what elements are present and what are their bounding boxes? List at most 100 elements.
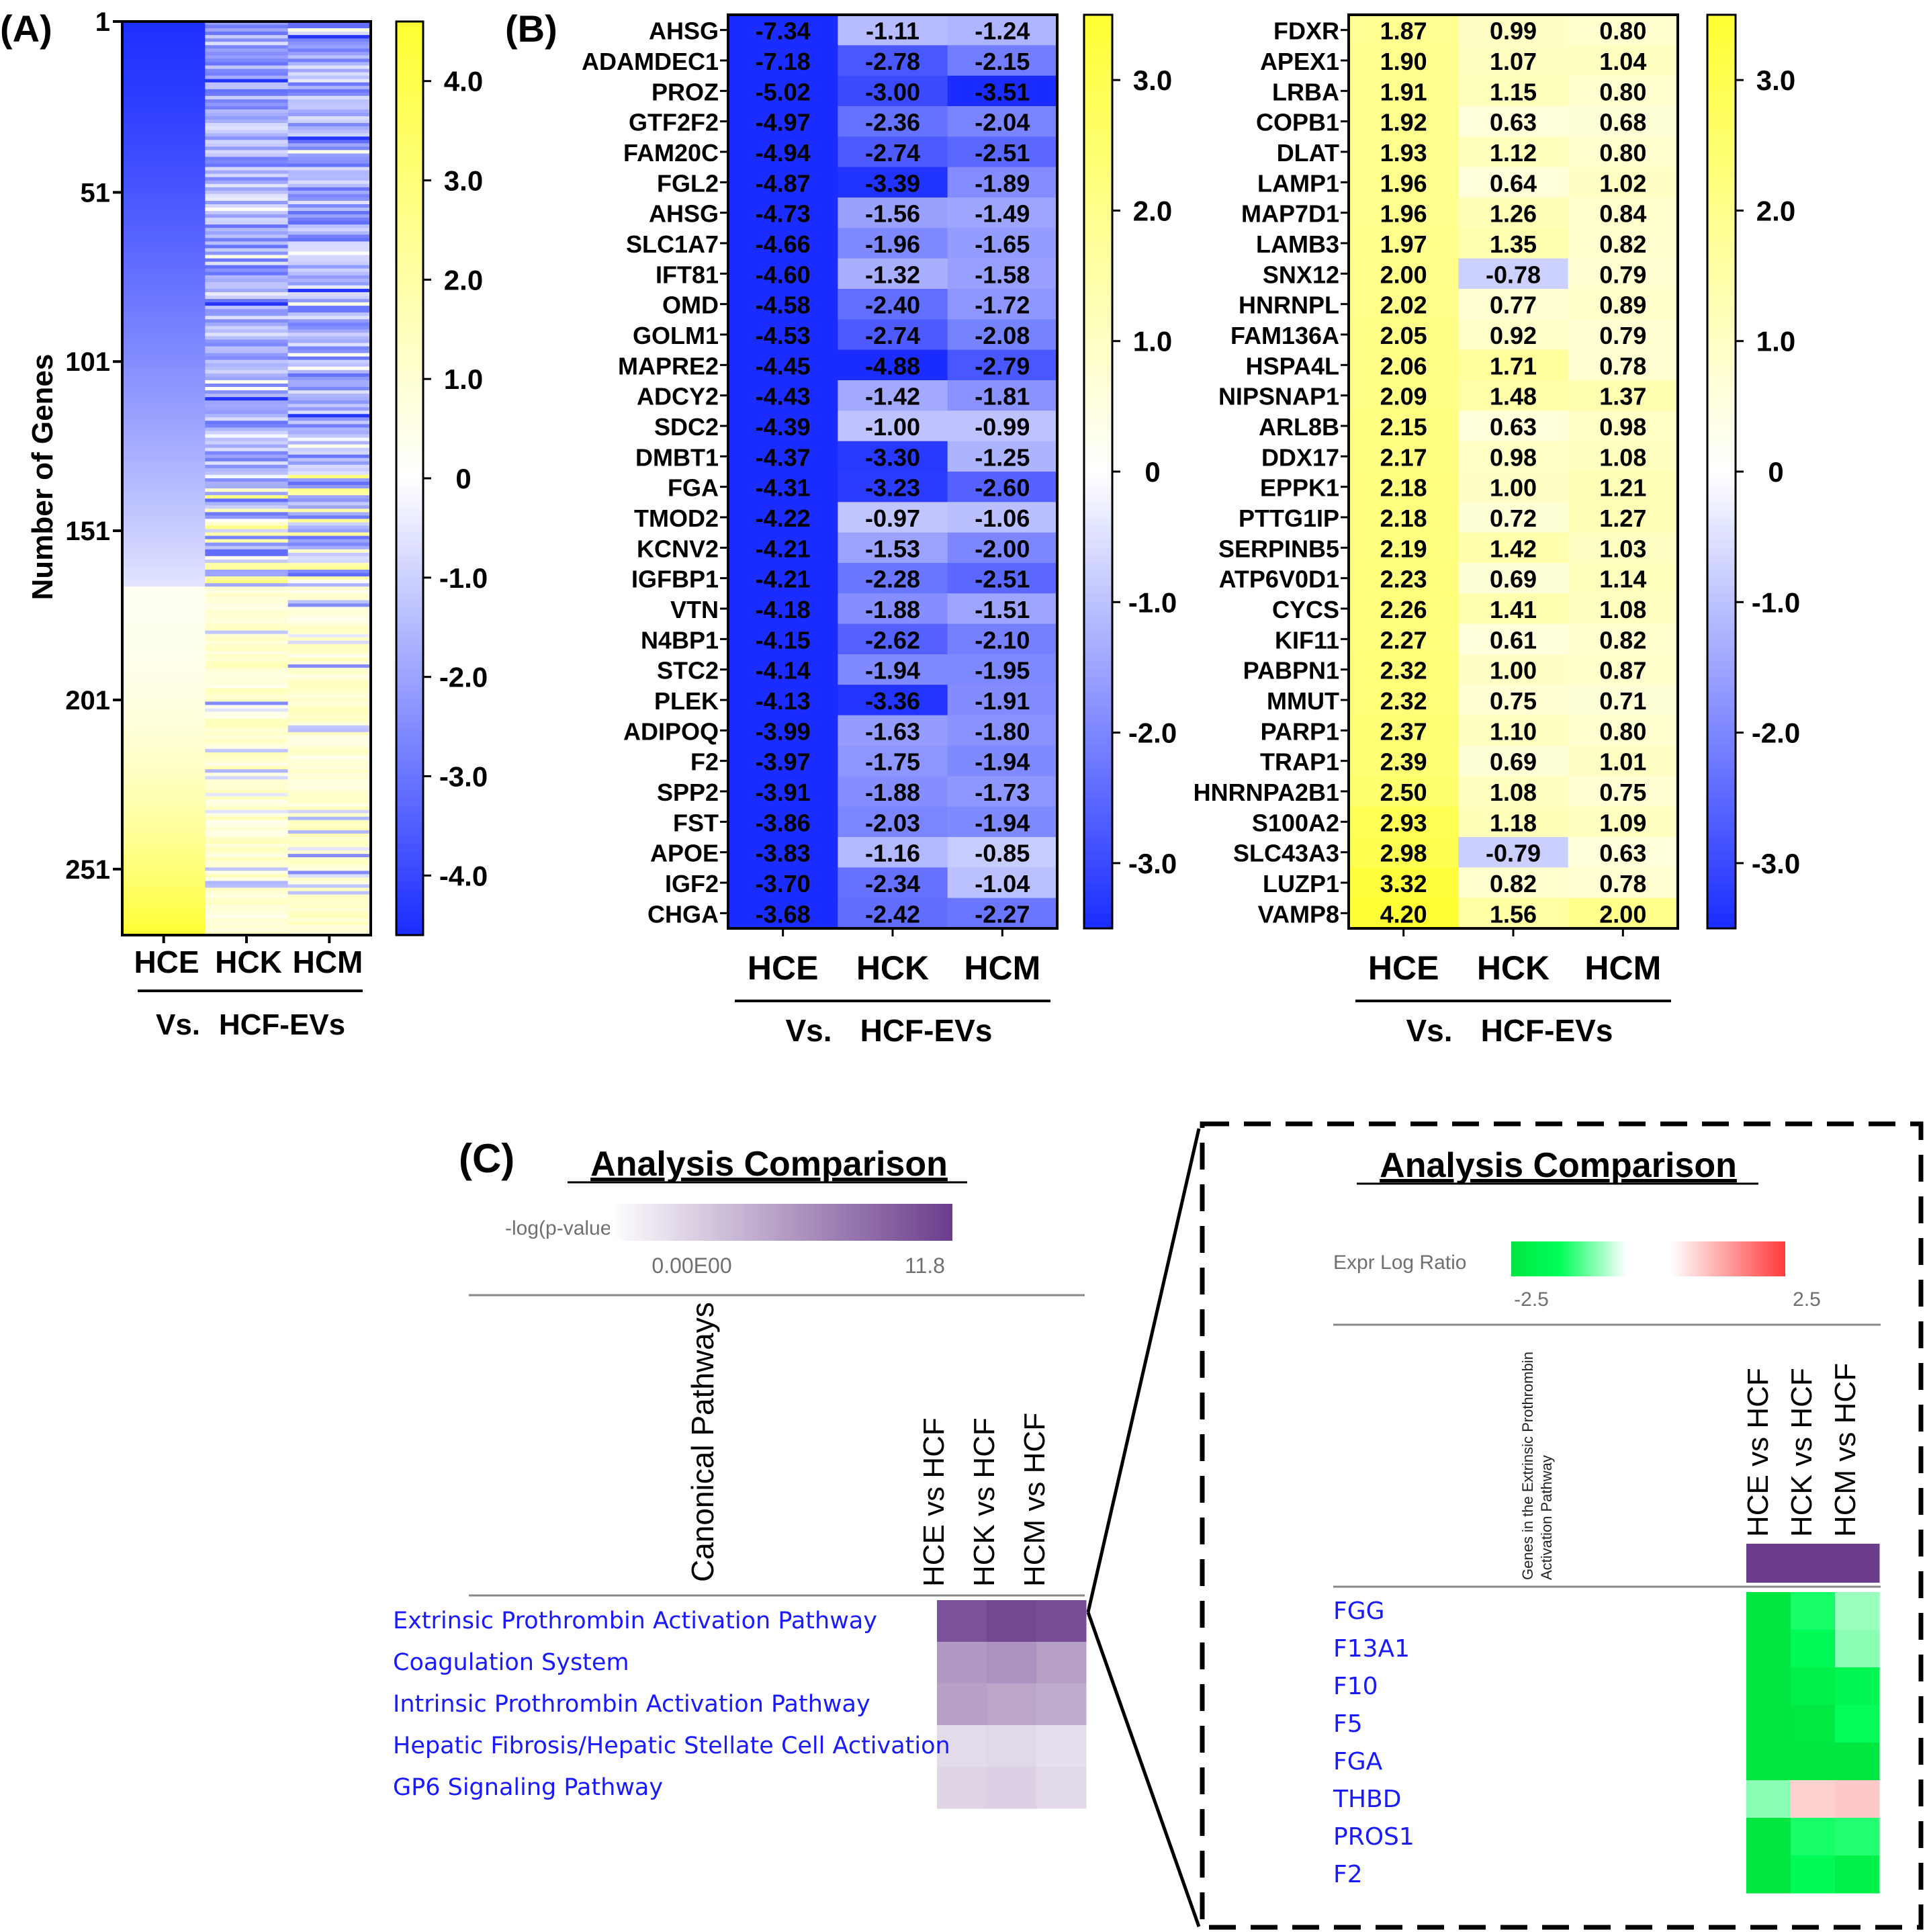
heatmap-a-cell: [205, 414, 289, 418]
colorbar-band: [396, 554, 423, 563]
heatmap-a-cell: [205, 95, 289, 100]
colorbar-band: [1084, 570, 1112, 579]
heatmap-a-cell: [205, 668, 289, 672]
cell-value-label: 1.03: [1599, 535, 1646, 562]
heatmap-b-cell: [1568, 685, 1678, 716]
gene-cell: [1746, 1743, 1791, 1781]
zoom-gene-labels[interactable]: FGG F13A1 F10 F5 FGA THBD PROS1 F2: [1333, 1597, 1415, 1888]
heatmap-a-cell: [287, 58, 371, 63]
pathway-link[interactable]: GP6 Signaling Pathway: [393, 1774, 663, 1801]
gene-link[interactable]: FGG: [1333, 1597, 1385, 1625]
gene-link[interactable]: F2: [1333, 1861, 1363, 1888]
heatmap-a-cell: [287, 163, 371, 168]
colorbar-band: [1084, 746, 1112, 754]
gene-link[interactable]: F10: [1333, 1673, 1378, 1700]
colorbar-band: [1707, 167, 1736, 175]
heatmap-b-cell: [1568, 75, 1678, 107]
heatmap-a-cell: [205, 180, 289, 185]
heatmap-a-cell: [287, 245, 371, 249]
colorbar-band: [396, 676, 423, 685]
heatmap-a-cell: [205, 715, 289, 719]
cell-value-label: 4.20: [1380, 900, 1427, 928]
pathway-link[interactable]: Coagulation System: [393, 1649, 629, 1676]
heatmap-a-cell: [205, 502, 289, 506]
heatmap-a-cell: [287, 921, 371, 926]
colorbar-band: [1084, 685, 1112, 693]
colorbar-band: [1707, 114, 1736, 122]
heatmap-a-cell: [205, 231, 289, 235]
pathway-link[interactable]: Intrinsic Prothrombin Activation Pathway: [393, 1691, 870, 1718]
heatmap-a-cell: [205, 234, 289, 238]
gene-link[interactable]: PROS1: [1333, 1823, 1415, 1851]
gene-cell: [1791, 1855, 1836, 1894]
colorbar-band: [1084, 517, 1112, 525]
heatmap-a-cell: [287, 193, 371, 198]
heatmap-a-cell: [122, 535, 206, 540]
heatmap-b-cell: [1458, 289, 1569, 320]
heatmap-a-cell: [122, 126, 206, 130]
heatmap-a-cell: [122, 847, 206, 851]
pathway-link[interactable]: Hepatic Fibrosis/Hepatic Stellate Cell A…: [393, 1732, 950, 1759]
gene-label: STC2: [657, 657, 719, 685]
colorbar-band: [1084, 502, 1112, 511]
heatmap-a-cell: [287, 394, 371, 398]
heatmap-a-cell: [122, 146, 206, 151]
heatmap-a-cell: [287, 908, 371, 912]
colorbar-band: [1707, 897, 1736, 906]
gene-link[interactable]: F13A1: [1333, 1635, 1410, 1663]
heatmap-a-cell: [205, 725, 289, 730]
gene-link[interactable]: FGA: [1333, 1748, 1383, 1775]
heatmap-a-cell: [122, 529, 206, 533]
colorbar-band: [1084, 532, 1112, 541]
heatmap-b-cell: [1568, 806, 1678, 838]
ref-group-label: HCF-EVs: [860, 1013, 993, 1048]
gene-link[interactable]: THBD: [1333, 1786, 1401, 1813]
colorbar-band: [396, 310, 423, 319]
cell-value-label: 1.18: [1490, 809, 1537, 836]
heatmap-b-cell: [947, 319, 1058, 351]
colorbar-band: [1084, 60, 1112, 69]
heatmap-a-cell: [205, 113, 289, 117]
heatmap-a-cell: [287, 190, 371, 195]
heatmap-a-cell: [205, 173, 289, 178]
colorbar-band: [1707, 517, 1736, 525]
heatmap-b-cell: [1568, 15, 1678, 46]
gene-cell: [1835, 1780, 1880, 1818]
heatmap-a-cell: [122, 881, 206, 885]
heatmap-b-cell: [728, 593, 838, 625]
cell-value-label: -1.16: [865, 840, 920, 867]
colorbar-tick-label: -4.0: [439, 860, 488, 891]
pathway-cell: [1036, 1600, 1087, 1642]
heatmap-a-cell: [122, 62, 206, 67]
heatmap-a-cell: [205, 826, 289, 831]
heatmap-a-cell: [205, 478, 289, 482]
cell-value-label: 2.19: [1380, 535, 1427, 562]
cell-value-label: 0.98: [1599, 413, 1646, 441]
heatmap-a-cell: [287, 48, 371, 52]
heatmap-a-cell: [122, 261, 206, 266]
heatmap-a-cell: [122, 366, 206, 371]
gene-link[interactable]: F5: [1333, 1710, 1363, 1738]
colorbar-band: [1707, 791, 1736, 799]
heatmap-b-cell: [1349, 228, 1459, 259]
heatmap-a-cell: [205, 738, 289, 743]
heatmap-a-cell: [287, 95, 371, 100]
heatmap-a-cell: [287, 830, 371, 834]
heatmap-a-cell: [287, 376, 371, 381]
heatmap-a-cell: [122, 28, 206, 32]
pathway-link[interactable]: Extrinsic Prothrombin Activation Pathway: [393, 1608, 877, 1634]
colorbar-band: [1707, 646, 1736, 655]
heatmap-a-cell: [205, 464, 289, 469]
heatmap-a-cell: [205, 637, 289, 642]
heatmap-a-cell: [287, 650, 371, 655]
panel-a-vs-label: Vs.: [156, 1008, 200, 1041]
heatmap-a-cell: [287, 400, 371, 404]
heatmap-b-cell: [1568, 837, 1678, 868]
panel-c-pathway-labels[interactable]: Extrinsic Prothrombin Activation Pathway…: [393, 1608, 950, 1801]
colorbar-band: [1084, 654, 1112, 662]
colorbar-band: [1707, 296, 1736, 305]
gene-cell: [1791, 1743, 1836, 1781]
heatmap-a-cell: [122, 404, 206, 408]
heatmap-a-cell: [205, 908, 289, 912]
heatmap-a-cell: [287, 583, 371, 587]
